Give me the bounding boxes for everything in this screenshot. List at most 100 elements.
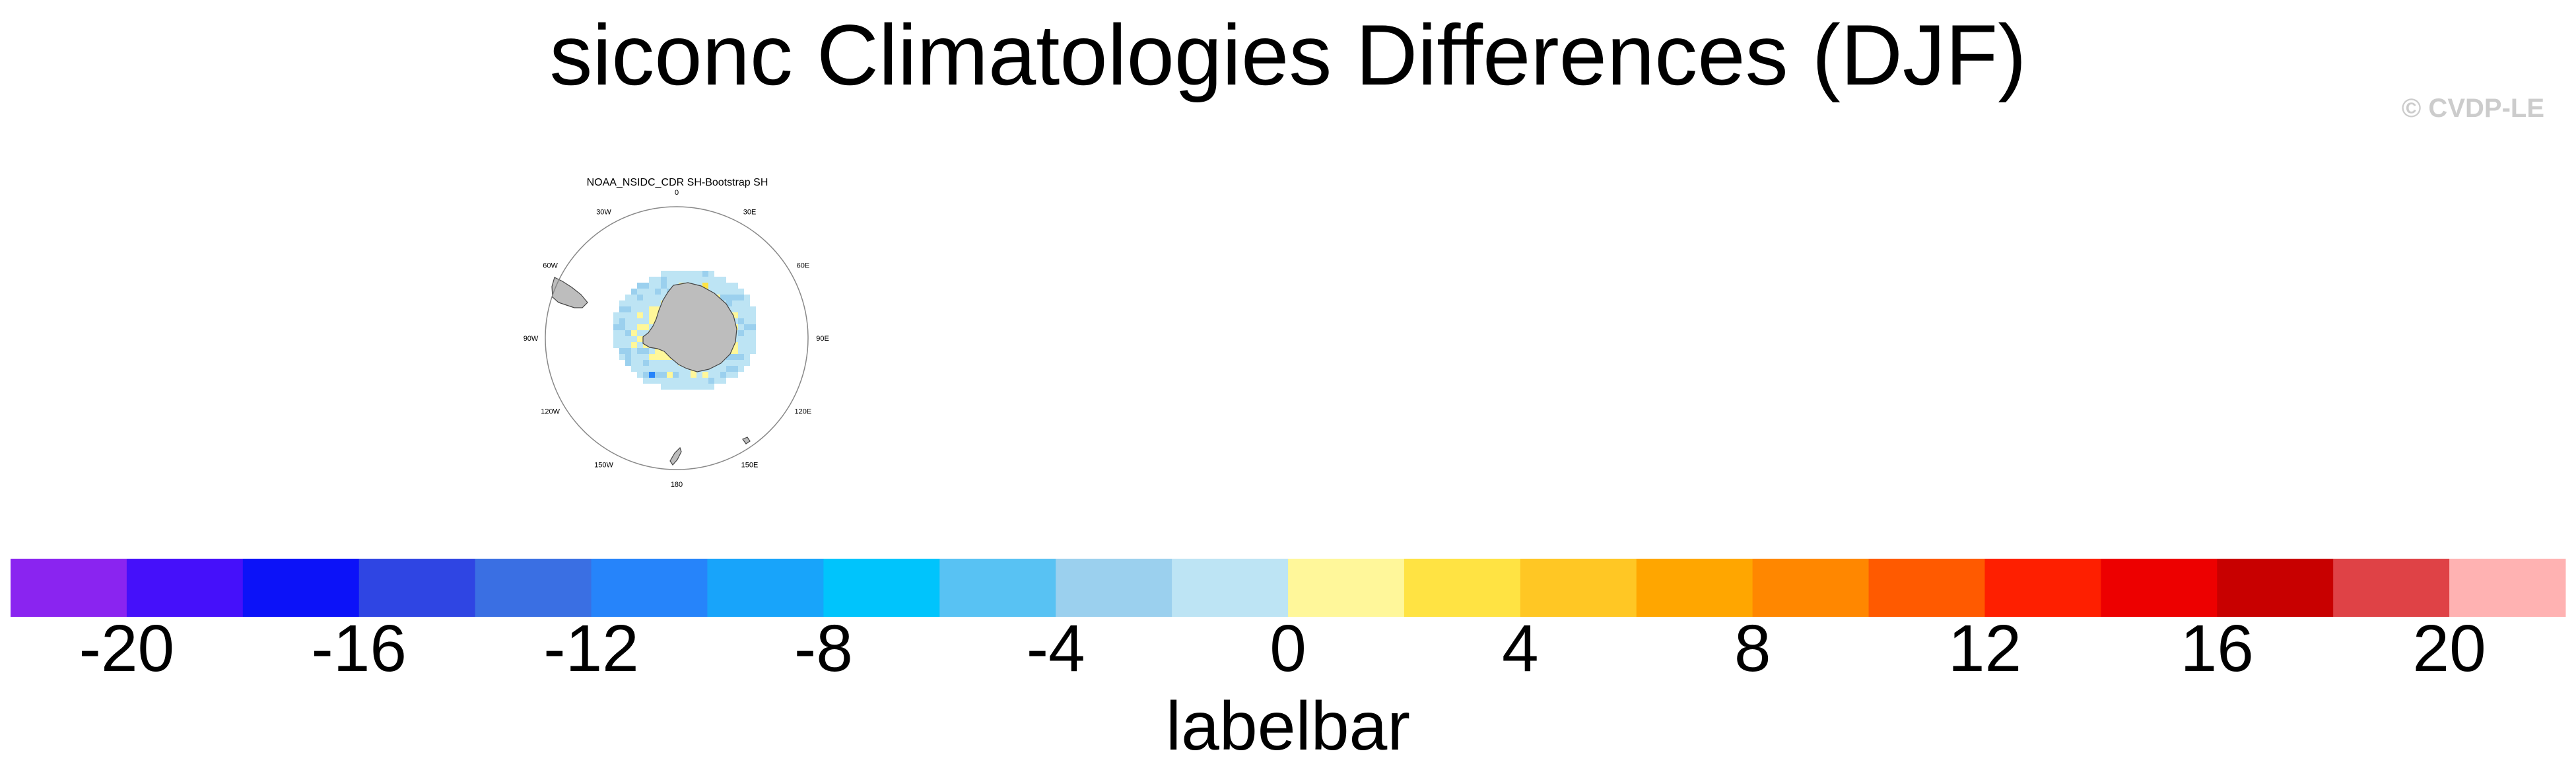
sea-ice-cell xyxy=(649,289,655,295)
sea-ice-cell xyxy=(714,289,720,295)
sea-ice-cell xyxy=(661,354,667,360)
new-zealand-landmass xyxy=(669,446,682,466)
colorbar-box xyxy=(2449,559,2566,617)
sea-ice-cell xyxy=(720,289,726,295)
longitude-label: 30E xyxy=(743,209,757,217)
sea-ice-cell xyxy=(726,289,732,295)
sea-ice-cell xyxy=(643,348,649,354)
sea-ice-cell xyxy=(661,283,667,289)
sea-ice-cell xyxy=(732,348,738,354)
sea-ice-cell xyxy=(732,360,738,366)
sea-ice-cell xyxy=(732,366,738,372)
sea-ice-cell xyxy=(696,271,702,277)
colorbar-tick-label: 8 xyxy=(1734,612,1771,686)
colorbar-box xyxy=(358,559,476,617)
sea-ice-cell xyxy=(738,360,744,366)
sea-ice-cell xyxy=(738,354,744,360)
longitude-label: 0 xyxy=(675,189,679,197)
map-boundary xyxy=(545,206,809,470)
sea-ice-cell xyxy=(732,342,738,348)
colorbar-box xyxy=(2333,559,2450,617)
sea-ice-cell xyxy=(613,330,619,336)
longitude-label: 30W xyxy=(596,209,611,217)
watermark: © CVDP-LE xyxy=(2401,94,2544,123)
sea-ice-cell xyxy=(696,378,702,384)
colorbar-box xyxy=(126,559,244,617)
sea-ice-cell xyxy=(625,348,631,354)
colorbar-box xyxy=(1984,559,2101,617)
sea-ice-cell xyxy=(631,295,637,300)
sea-ice-cell xyxy=(732,289,738,295)
sea-ice-cell xyxy=(625,324,631,330)
sea-ice-cell xyxy=(744,306,750,312)
sea-ice-cell xyxy=(619,348,625,354)
sea-ice-cell xyxy=(637,312,643,318)
sea-ice-cell xyxy=(702,283,708,289)
sea-ice-cell xyxy=(643,330,649,336)
longitude-label: 120W xyxy=(541,408,560,416)
sea-ice-cell xyxy=(649,360,655,366)
longitude-label: 150W xyxy=(594,461,613,469)
sea-ice-cell xyxy=(625,312,631,318)
sea-ice-cell xyxy=(708,366,714,372)
sea-ice-cell xyxy=(726,300,732,306)
sea-ice-cell xyxy=(655,289,661,295)
sea-ice-cell xyxy=(744,360,750,366)
sea-ice-cell xyxy=(667,366,673,372)
sea-ice-cell xyxy=(720,295,726,300)
sea-ice-cell xyxy=(649,354,655,360)
sea-ice-cell xyxy=(691,271,696,277)
sea-ice-cell xyxy=(655,295,661,300)
sea-ice-cell xyxy=(637,372,643,378)
sea-ice-cell xyxy=(643,378,649,384)
sea-ice-cell xyxy=(631,342,637,348)
colorbar-box xyxy=(1752,559,1870,617)
sea-ice-cell xyxy=(643,318,649,324)
sea-ice-cell xyxy=(655,360,661,366)
colorbar-tick-label: -4 xyxy=(1027,612,1085,686)
sea-ice-cell xyxy=(625,336,631,342)
sea-ice-cell xyxy=(750,306,756,312)
sea-ice-cell xyxy=(673,360,679,366)
sea-ice-cell xyxy=(613,318,619,324)
land-layer xyxy=(551,277,751,466)
sea-ice-cell xyxy=(649,312,655,318)
sea-ice-cell xyxy=(685,277,691,283)
colorbar-box xyxy=(1868,559,1985,617)
colorbar-box xyxy=(1288,559,1405,617)
longitude-labels: 0 30E 60E 90E 120E 150E 180 150W 120W 90W 60W 30W xyxy=(524,189,829,489)
sea-ice-cell xyxy=(649,295,655,300)
sea-ice-cell xyxy=(637,354,643,360)
sea-ice-cell xyxy=(619,312,625,318)
sea-ice-cell xyxy=(637,306,643,312)
sea-ice-cell xyxy=(714,277,720,283)
sea-ice-cell xyxy=(750,348,756,354)
sea-ice-cell xyxy=(679,372,685,378)
colorbar-tick-labels: -20 -16 -12 -8 -4 0 4 8 12 16 20 xyxy=(79,612,2486,686)
sea-ice-cell xyxy=(726,372,732,378)
sea-ice-cell xyxy=(720,360,726,366)
sea-ice-cell xyxy=(613,324,619,330)
polar-map: 0 30E 60E 90E 120E 150E 180 150W 120W 90W 60W 30W xyxy=(524,189,829,489)
colorbar-box xyxy=(1636,559,1753,617)
sea-ice-cell xyxy=(643,300,649,306)
sea-ice-cell xyxy=(619,354,625,360)
sea-ice-cell xyxy=(637,289,643,295)
sea-ice-cell xyxy=(738,289,744,295)
sea-ice-cell xyxy=(738,312,744,318)
colorbar-tick-label: -12 xyxy=(543,612,639,686)
colorbar-tick-label: 20 xyxy=(2412,612,2486,686)
colorbar-box xyxy=(1056,559,1172,617)
sea-ice-cell xyxy=(726,283,732,289)
sea-ice-cell xyxy=(732,300,738,306)
sea-ice-cell xyxy=(637,283,643,289)
longitude-label: 60E xyxy=(797,262,810,270)
sea-ice-cell xyxy=(649,348,655,354)
sea-ice-cell xyxy=(661,277,667,283)
colorbar-box xyxy=(1520,559,1637,617)
sea-ice-cell xyxy=(726,360,732,366)
colorbar-box xyxy=(2217,559,2334,617)
sea-ice-cell xyxy=(750,342,756,348)
sea-ice-cell xyxy=(750,336,756,342)
